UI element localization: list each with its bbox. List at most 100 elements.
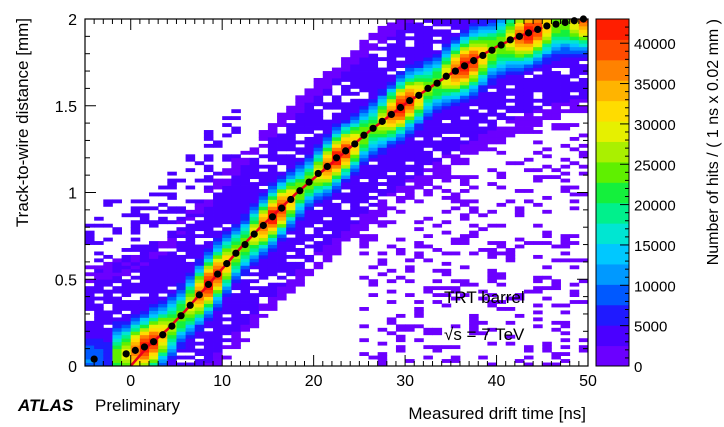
heatmap-cell (414, 39, 424, 44)
heatmap-cell (441, 123, 452, 127)
heatmap-cell (331, 77, 342, 82)
heatmap-cell (496, 244, 507, 249)
heatmap-cell (139, 265, 150, 270)
heatmap-cell (322, 192, 333, 197)
heatmap-cell (377, 327, 388, 332)
heatmap-cell (450, 192, 461, 197)
heatmap-cell (432, 130, 443, 134)
heatmap-cell (368, 168, 379, 173)
heatmap-cell (176, 362, 186, 366)
heatmap-cell (405, 143, 415, 148)
heatmap-cell (368, 220, 379, 225)
heatmap-cell (414, 64, 424, 68)
heatmap-cell (112, 289, 122, 294)
heatmap-cell (441, 209, 452, 214)
heatmap-cell (551, 279, 561, 284)
heatmap-cell (569, 81, 580, 86)
heatmap-cell (130, 289, 141, 294)
heatmap-cell (185, 327, 196, 332)
heatmap-cell (286, 161, 296, 166)
heatmap-cell (277, 293, 287, 297)
profile-point (214, 270, 222, 278)
heatmap-cell (185, 234, 196, 239)
heatmap-cell (313, 261, 324, 266)
heatmap-cell (258, 189, 269, 193)
heatmap-cell (405, 19, 415, 23)
heatmap-cell (304, 136, 315, 141)
heatmap-cell (551, 81, 561, 86)
heatmap-cell (578, 39, 588, 44)
heatmap-cell (414, 147, 424, 152)
heatmap-cell (231, 164, 241, 169)
heatmap-cell (331, 185, 342, 190)
heatmap-cell (240, 289, 251, 294)
heatmap-cell (304, 143, 315, 148)
heatmap-cell (139, 251, 150, 256)
heatmap-cell (377, 147, 388, 152)
heatmap-cell (313, 119, 324, 124)
heatmap-cell (286, 112, 296, 117)
heatmap-cell (423, 91, 433, 96)
heatmap-cell (103, 237, 113, 242)
heatmap-cell (267, 164, 278, 169)
heatmap-cell (423, 345, 433, 350)
heatmap-cell (322, 244, 333, 249)
heatmap-cell (569, 123, 580, 127)
heatmap-cell (469, 50, 479, 55)
heatmap-cell (322, 237, 333, 242)
heatmap-cell (359, 140, 369, 145)
heatmap-cell (213, 279, 223, 284)
heatmap-cell (267, 199, 278, 204)
colorbar-swatch (596, 121, 629, 142)
heatmap-cell (149, 289, 159, 294)
heatmap-cell (459, 213, 470, 218)
heatmap-cell (203, 355, 214, 360)
heatmap-cell (441, 143, 452, 148)
heatmap-cell (395, 334, 406, 339)
heatmap-cell (542, 29, 552, 34)
heatmap-cell (213, 182, 223, 186)
heatmap-cell (441, 84, 452, 89)
heatmap-cell (286, 206, 296, 211)
heatmap-cell (213, 362, 223, 366)
heatmap-cell (386, 317, 397, 322)
heatmap-cell (569, 53, 580, 58)
heatmap-cell (121, 341, 132, 346)
heatmap-cell (231, 227, 241, 232)
heatmap-cell (149, 362, 159, 366)
heatmap-cell (505, 57, 516, 62)
heatmap-cell (450, 119, 461, 124)
heatmap-cell (112, 327, 122, 332)
heatmap-cell (185, 348, 196, 353)
heatmap-cell (139, 359, 150, 363)
heatmap-cell (414, 71, 424, 75)
heatmap-cell (423, 355, 433, 360)
heatmap-cell (432, 161, 443, 166)
heatmap-cell (194, 310, 205, 315)
heatmap-cell (341, 154, 351, 159)
heatmap-cell (441, 171, 452, 176)
heatmap-cell (304, 244, 315, 249)
heatmap-cell (277, 251, 287, 256)
heatmap-cell (258, 213, 269, 218)
heatmap-cell (386, 88, 397, 93)
heatmap-cell (322, 74, 333, 79)
heatmap-cell (222, 307, 232, 311)
heatmap-cell (368, 91, 379, 96)
heatmap-cell (469, 88, 479, 93)
heatmap-cell (478, 126, 488, 131)
heatmap-cell (94, 241, 104, 245)
heatmap-cell (569, 102, 580, 107)
heatmap-cell (139, 248, 150, 252)
heatmap-cell (405, 189, 415, 193)
heatmap-cell (167, 296, 177, 301)
heatmap-cell (286, 220, 296, 225)
heatmap-cell (194, 275, 205, 280)
heatmap-cell (377, 140, 388, 145)
heatmap-cell (240, 296, 251, 301)
heatmap-cell (341, 74, 351, 79)
heatmap-cell (560, 88, 571, 93)
heatmap-cell (295, 230, 305, 235)
heatmap-cell (213, 300, 223, 304)
heatmap-cell (423, 168, 433, 173)
